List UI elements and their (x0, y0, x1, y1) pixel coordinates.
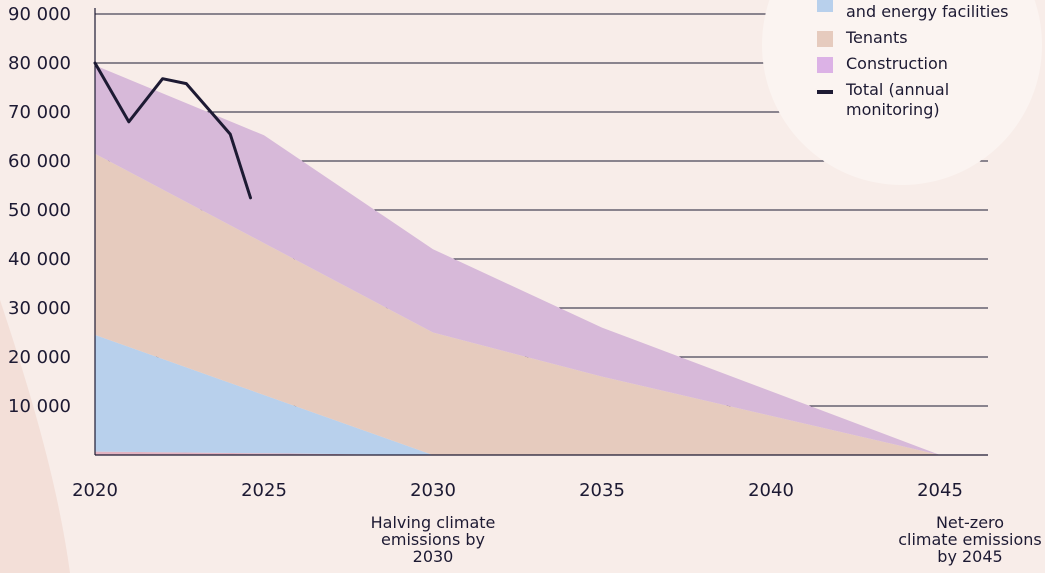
legend-label: Construction (846, 54, 948, 73)
x-axis-tick-labels: 2020 2025 2030 2035 2040 2045 (72, 480, 963, 501)
y-tick-label-10000: 10 000 (8, 396, 71, 417)
area-series-3 (95, 65, 940, 456)
axes (94, 8, 988, 456)
y-tick-label-20000: 20 000 (8, 347, 71, 368)
legend-label: Total (annual (845, 80, 949, 99)
background-arc-decoration (0, 300, 70, 573)
annotation-line: Net-zero (936, 513, 1004, 532)
y-tick-label-50000: 50 000 (8, 200, 71, 221)
y-tick-label-80000: 80 000 (8, 53, 71, 74)
legend-label: and energy facilities (846, 2, 1009, 21)
y-axis-tick-labels: 10 000 20 000 30 000 40 000 50 000 60 000 70 0… (8, 4, 71, 417)
x-tick-label-2045: 2045 (917, 480, 963, 501)
annotation-line: Halving climate (371, 513, 496, 532)
annotation-line: 2030 (413, 547, 454, 566)
total-line-series (93, 61, 252, 200)
x-tick-label-2025: 2025 (241, 480, 287, 501)
y-tick-label-30000: 30 000 (8, 298, 71, 319)
legend-swatch (817, 0, 833, 12)
area-series-2 (95, 153, 940, 455)
legend-label: monitoring) (846, 100, 940, 119)
y-tick-label-60000: 60 000 (8, 151, 71, 172)
y-tick-label-70000: 70 000 (8, 102, 71, 123)
x-tick-label-2030: 2030 (410, 480, 456, 501)
legend-swatch (817, 31, 833, 47)
legend-item-2: Construction (817, 54, 948, 73)
x-tick-label-2040: 2040 (748, 480, 794, 501)
legend-item-0: and energy facilities (817, 0, 1009, 21)
annotation-line: climate emissions (898, 530, 1042, 549)
area-series-0 (95, 451, 940, 455)
legend-swatch (817, 57, 833, 73)
annotation-line: by 2045 (937, 547, 1002, 566)
legend-label: Tenants (845, 28, 908, 47)
legend: and energy facilities Tenants Construction… (762, 0, 1042, 185)
x-tick-label-2035: 2035 (579, 480, 625, 501)
legend-item-1: Tenants (817, 28, 908, 47)
line-total-annual-monitoring (93, 61, 252, 200)
y-tick-label-90000: 90 000 (8, 4, 71, 25)
legend-line-swatch (817, 90, 833, 94)
area-series-1 (95, 334, 940, 455)
annotation-line: emissions by (381, 530, 485, 549)
stacked-areas (95, 65, 940, 456)
y-tick-label-40000: 40 000 (8, 249, 71, 270)
x-tick-label-2020: 2020 (72, 480, 118, 501)
